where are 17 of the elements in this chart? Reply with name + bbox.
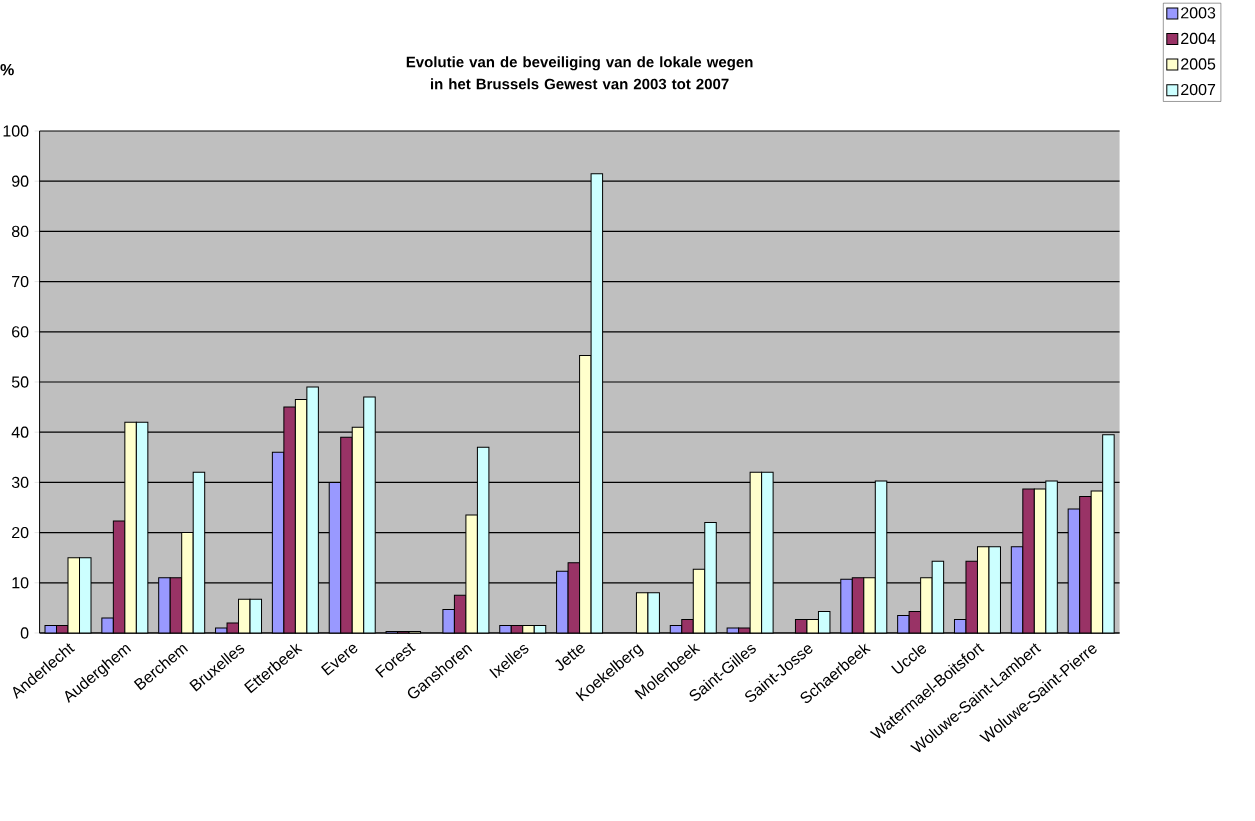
y-tick-label: 40 bbox=[11, 426, 29, 438]
legend-label: 2005 bbox=[1181, 58, 1216, 70]
y-tick-label: 70 bbox=[12, 275, 29, 288]
y-tick-label: 20 bbox=[12, 526, 29, 539]
legend-label: 2003 bbox=[1181, 7, 1216, 19]
chart-title: Evolutie van de beveiliging van de lokale wegen in het Brussels Gewest van 2003 tot 2007 bbox=[406, 56, 753, 90]
y-tick-label: 60 bbox=[12, 326, 29, 338]
y-tick-label: 80 bbox=[11, 225, 29, 238]
legend-label: 2007 bbox=[1181, 83, 1216, 96]
y-tick-label: 0 bbox=[20, 627, 29, 639]
y-tick-label: 90 bbox=[12, 175, 29, 187]
y-tick-label: 100 bbox=[3, 125, 29, 137]
y-tick-label: 10 bbox=[12, 577, 29, 589]
y-tick-label: 30 bbox=[11, 476, 29, 489]
y-axis-title: % bbox=[0, 63, 14, 76]
y-tick-label: 50 bbox=[11, 376, 29, 388]
legend-label: 2004 bbox=[1181, 32, 1216, 45]
